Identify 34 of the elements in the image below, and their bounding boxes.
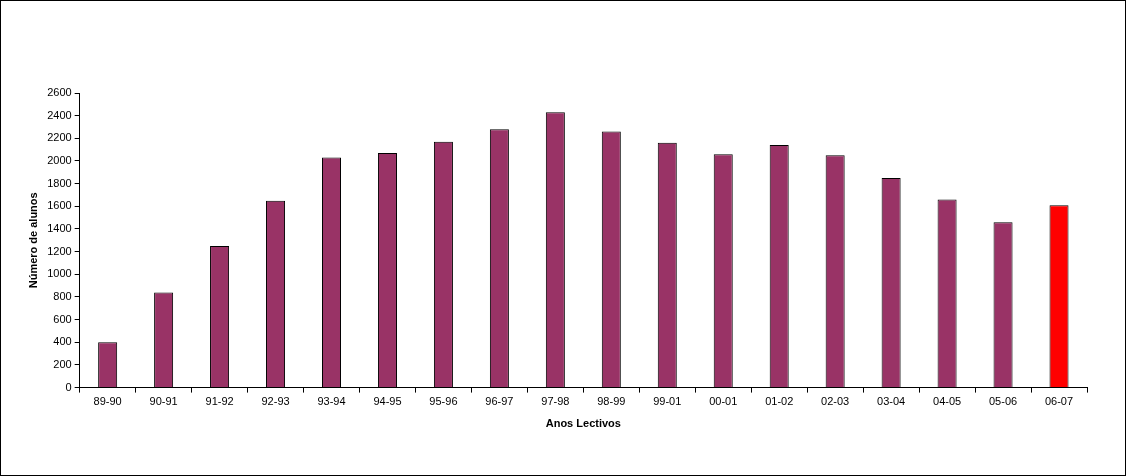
y-tick-label: 1000	[47, 267, 72, 280]
y-tick-label: 1400	[47, 222, 72, 234]
x-tick-label: 91-92	[205, 395, 234, 408]
y-tick-label: 800	[53, 289, 72, 302]
x-tick-label: 94-95	[373, 395, 402, 408]
x-tick-label: 96-97	[485, 395, 514, 408]
x-tick-label: 97-98	[541, 395, 570, 408]
x-tick-label: 05-06	[988, 395, 1018, 408]
x-tick-label: 99-01	[653, 395, 682, 408]
x-tick-label: 93-94	[317, 395, 346, 408]
x-tick-label: 04-05	[933, 395, 962, 408]
x-tick-label: 03-04	[877, 395, 906, 408]
y-tick-label: 1600	[47, 199, 72, 212]
x-tick-label: 95-96	[429, 395, 458, 408]
x-tick-label: 92-93	[261, 395, 290, 408]
y-tick-label: 200	[53, 357, 72, 370]
y-tick-label: 1800	[47, 176, 72, 189]
y-tick-label: 400	[53, 335, 72, 348]
x-tick-label: 98-99	[597, 395, 626, 408]
x-tick-label: 00-01	[709, 395, 738, 408]
x-tick-label: 01-02	[765, 395, 794, 408]
x-tick-label: 89-90	[93, 395, 122, 408]
y-axis-title: Número de alunos	[26, 192, 39, 289]
y-tick-label: 600	[53, 312, 72, 325]
y-tick-label: 2000	[47, 154, 72, 167]
y-tick-label: 2200	[47, 131, 72, 144]
y-tick-label: 2600	[47, 86, 72, 99]
x-tick-label: 06-07	[1044, 395, 1074, 408]
y-tick-label: 1200	[47, 244, 72, 257]
y-tick-label: 2400	[47, 108, 72, 121]
x-tick-label: 90-91	[149, 395, 178, 408]
x-tick-label: 02-03	[821, 395, 850, 408]
y-tick-label: 0	[65, 380, 72, 393]
x-axis-title: Anos Lectivos	[545, 417, 621, 430]
